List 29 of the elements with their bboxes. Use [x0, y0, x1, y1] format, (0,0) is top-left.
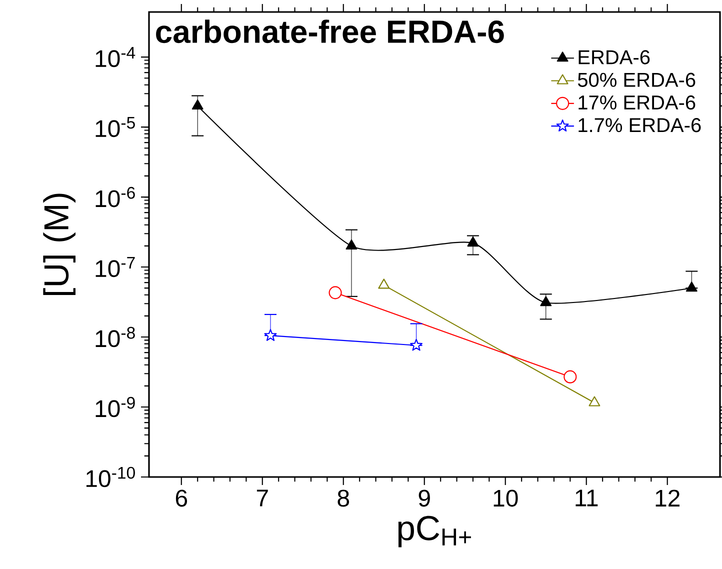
x-tick-label: 9 — [418, 490, 430, 507]
y-tick-label: 10$^{-9}$ — [96, 396, 135, 418]
y-axis-title: [U] (M) — [43, 194, 76, 295]
y-tick-label: 10$^{-6}$ — [96, 186, 135, 208]
legend-label: 1.7% ERDA-6 — [578, 118, 701, 132]
y-tick-label: 10$^{-4}$ — [96, 46, 136, 68]
legend-label: 50% ERDA-6 — [578, 72, 696, 87]
legend-label: 17% ERDA-6 — [578, 95, 696, 110]
chart-title: carbonate-free ERDA-6 — [156, 20, 504, 44]
x-tick-label: 11 — [576, 490, 598, 506]
legend-label: ERDA-6 — [578, 50, 650, 64]
y-tick-label: 10$^{-5}$ — [96, 116, 135, 138]
x-axis-title: pC$_{H+}$ — [398, 516, 471, 548]
x-tick-label: 10 — [494, 490, 518, 507]
point — [410, 338, 423, 351]
point — [346, 239, 358, 250]
point — [540, 296, 552, 306]
x-tick-label: 8 — [338, 490, 350, 507]
point — [564, 370, 577, 384]
x-tick-label: 12 — [656, 490, 680, 506]
x-tick-label: 7 — [256, 490, 268, 506]
y-tick-label: 10$^{-8}$ — [96, 326, 135, 348]
point — [328, 286, 342, 300]
point — [192, 99, 204, 110]
point — [264, 329, 277, 341]
x-tick-label: 6 — [176, 490, 188, 507]
point — [686, 282, 698, 292]
y-tick-label: 10$^{-10}$ — [86, 466, 135, 488]
y-tick-label: 10$^{-7}$ — [96, 256, 135, 278]
